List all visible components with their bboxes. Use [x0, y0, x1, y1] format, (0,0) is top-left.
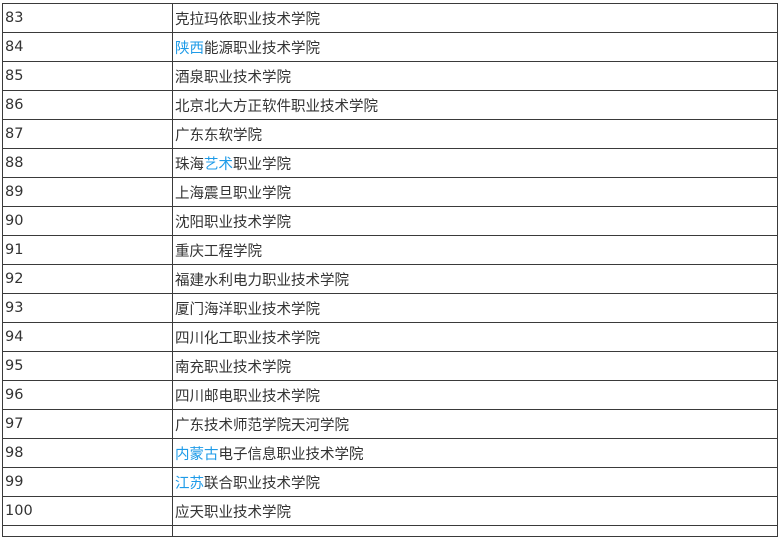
college-name: 北京北大方正软件职业技术学院	[175, 98, 378, 115]
college-name-suffix: 职业学院	[233, 156, 291, 173]
rank-cell: 87	[2, 119, 173, 149]
college-name: 重庆工程学院	[175, 243, 262, 260]
table-row: 90 沈阳职业技术学院	[2, 206, 778, 236]
college-name: 广东东软学院	[175, 127, 262, 144]
college-name-cell: 陕西能源职业技术学院	[172, 32, 778, 62]
college-name: 酒泉职业技术学院	[175, 69, 291, 86]
table-row: 97 广东技术师范学院天河学院	[2, 409, 778, 439]
college-name: 南充职业技术学院	[175, 359, 291, 376]
table-row	[2, 525, 778, 537]
college-name: 珠海	[175, 156, 204, 173]
college-name-cell: 酒泉职业技术学院	[172, 61, 778, 91]
table-row: 85 酒泉职业技术学院	[2, 61, 778, 91]
table-row: 84 陕西能源职业技术学院	[2, 32, 778, 62]
region-link[interactable]: 江苏	[175, 475, 204, 492]
college-name: 联合职业技术学院	[204, 475, 320, 492]
college-name: 电子信息职业技术学院	[218, 446, 364, 463]
region-link[interactable]: 陕西	[175, 40, 204, 57]
rank-cell	[2, 525, 173, 537]
college-name: 厦门海洋职业技术学院	[175, 301, 320, 318]
rank-cell: 95	[2, 351, 173, 381]
college-name-cell: 珠海艺术职业学院	[172, 148, 778, 178]
keyword-link[interactable]: 艺术	[204, 156, 233, 173]
table-row: 94 四川化工职业技术学院	[2, 322, 778, 352]
table-row: 98 内蒙古电子信息职业技术学院	[2, 438, 778, 468]
college-name: 四川邮电职业技术学院	[175, 388, 320, 405]
college-name-cell: 广东技术师范学院天河学院	[172, 409, 778, 439]
college-name: 福建水利电力职业技术学院	[175, 272, 349, 289]
college-name-cell: 北京北大方正软件职业技术学院	[172, 90, 778, 120]
rank-cell: 100	[2, 496, 173, 526]
college-name-cell: 南充职业技术学院	[172, 351, 778, 381]
rank-cell: 98	[2, 438, 173, 468]
college-name-cell: 福建水利电力职业技术学院	[172, 264, 778, 294]
college-name-cell: 重庆工程学院	[172, 235, 778, 265]
college-name-cell: 沈阳职业技术学院	[172, 206, 778, 236]
table-row: 100 应天职业技术学院	[2, 496, 778, 526]
table-row: 99 江苏联合职业技术学院	[2, 467, 778, 497]
rank-cell: 84	[2, 32, 173, 62]
table-row: 89 上海震旦职业学院	[2, 177, 778, 207]
rank-cell: 88	[2, 148, 173, 178]
table-row: 88 珠海艺术职业学院	[2, 148, 778, 178]
college-name: 克拉玛依职业技术学院	[175, 11, 320, 28]
college-name-cell: 厦门海洋职业技术学院	[172, 293, 778, 323]
table-row: 96 四川邮电职业技术学院	[2, 380, 778, 410]
college-name-cell: 江苏联合职业技术学院	[172, 467, 778, 497]
college-name: 应天职业技术学院	[175, 504, 291, 521]
rank-cell: 91	[2, 235, 173, 265]
college-name-cell: 四川邮电职业技术学院	[172, 380, 778, 410]
college-name-cell: 上海震旦职业学院	[172, 177, 778, 207]
rank-cell: 85	[2, 61, 173, 91]
rank-cell: 97	[2, 409, 173, 439]
rank-cell: 94	[2, 322, 173, 352]
college-name-cell: 广东东软学院	[172, 119, 778, 149]
college-name-cell	[172, 525, 778, 537]
rank-cell: 86	[2, 90, 173, 120]
table-row: 86 北京北大方正软件职业技术学院	[2, 90, 778, 120]
college-name: 沈阳职业技术学院	[175, 214, 291, 231]
rank-cell: 92	[2, 264, 173, 294]
college-name-cell: 克拉玛依职业技术学院	[172, 3, 778, 33]
rank-cell: 90	[2, 206, 173, 236]
rank-cell: 96	[2, 380, 173, 410]
college-name: 四川化工职业技术学院	[175, 330, 320, 347]
region-link[interactable]: 内蒙古	[175, 446, 219, 463]
rank-cell: 83	[2, 3, 173, 33]
table-row: 87 广东东软学院	[2, 119, 778, 149]
table-row: 93 厦门海洋职业技术学院	[2, 293, 778, 323]
college-name-cell: 应天职业技术学院	[172, 496, 778, 526]
table-row: 83 克拉玛依职业技术学院	[2, 3, 778, 33]
college-name-cell: 内蒙古电子信息职业技术学院	[172, 438, 778, 468]
college-name: 能源职业技术学院	[204, 40, 320, 57]
college-name: 广东技术师范学院天河学院	[175, 417, 349, 434]
rank-cell: 99	[2, 467, 173, 497]
college-ranking-table: 83 克拉玛依职业技术学院 84 陕西能源职业技术学院 85 酒泉职业技术学院 86 北京北大…	[2, 3, 778, 537]
rank-cell: 89	[2, 177, 173, 207]
table-row: 91 重庆工程学院	[2, 235, 778, 265]
rank-cell: 93	[2, 293, 173, 323]
college-name: 上海震旦职业学院	[175, 185, 291, 202]
table-row: 92 福建水利电力职业技术学院	[2, 264, 778, 294]
table-row: 95 南充职业技术学院	[2, 351, 778, 381]
college-name-cell: 四川化工职业技术学院	[172, 322, 778, 352]
